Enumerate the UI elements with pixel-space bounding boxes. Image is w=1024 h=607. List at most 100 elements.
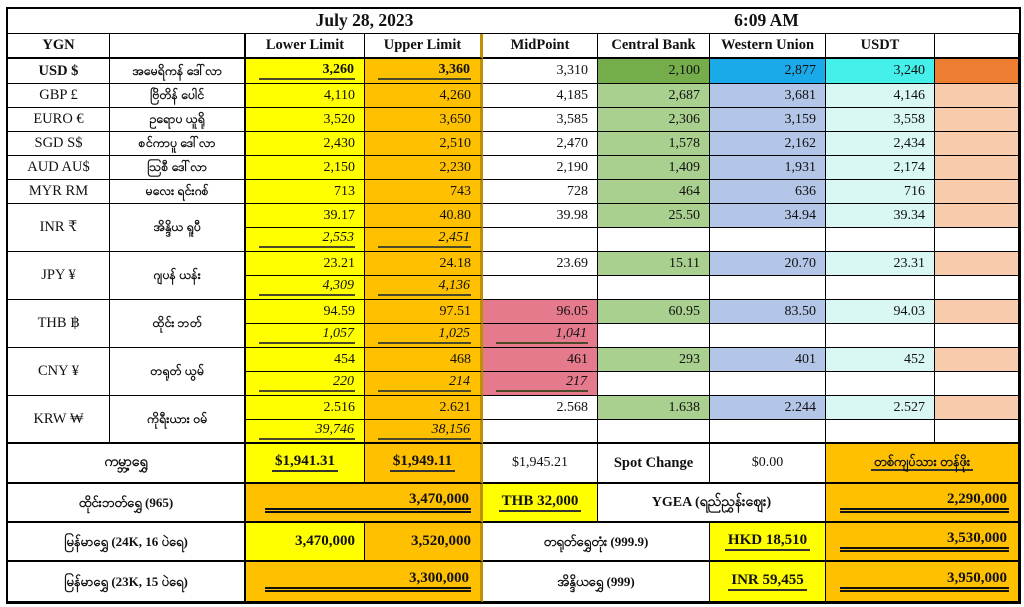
world-gold-upper: $1,949.11 <box>365 444 483 484</box>
name-header <box>110 34 246 59</box>
blank-cell <box>826 228 935 252</box>
india-gold-kyat: 3,950,000 <box>826 562 1019 602</box>
lower-limit-value: 454 <box>246 348 365 372</box>
title-spacer <box>935 9 1019 34</box>
blank-cell <box>710 372 826 396</box>
spacer-cell <box>935 252 1019 276</box>
blank-cell <box>826 372 935 396</box>
currency-name: တရုတ် ယွမ် <box>110 348 246 396</box>
currency-name: ထိုင်း ဘတ် <box>110 300 246 348</box>
midpoint-alt-value <box>483 276 598 300</box>
lower-limit-alt-value: 39,746 <box>246 420 365 444</box>
western-union-value: 83.50 <box>710 300 826 324</box>
currency-code: KRW ₩ <box>8 396 110 444</box>
spot-change-label: Spot Change <box>598 444 710 484</box>
usdt-value: 3,558 <box>826 108 935 132</box>
midpoint-value: 96.05 <box>483 300 598 324</box>
upper-limit-value: 743 <box>365 180 483 204</box>
col-header-western-union: Western Union <box>710 34 826 59</box>
mm-gold-23k-label: မြန်မာရွှေ (23K, 15 ပဲရေ) <box>8 562 246 602</box>
spacer-cell <box>935 204 1019 228</box>
upper-limit-value: 97.51 <box>365 300 483 324</box>
blank-cell <box>935 324 1019 348</box>
world-gold-lower: $1,941.31 <box>246 444 365 484</box>
blank-cell <box>598 276 710 300</box>
lower-limit-value: 3,260 <box>246 59 365 84</box>
spot-change-value: $0.00 <box>710 444 826 484</box>
currency-code: EURO € <box>8 108 110 132</box>
usdt-value: 452 <box>826 348 935 372</box>
currency-name: စင်ကာပူ ဒေါ်လာ <box>110 132 246 156</box>
midpoint-value: 23.69 <box>483 252 598 276</box>
blank-cell <box>710 276 826 300</box>
china-gold-label: တရုတ်ရွှေတုံး (999.9) <box>483 523 710 562</box>
lower-limit-value: 23.21 <box>246 252 365 276</box>
india-gold-inr: INR 59,455 <box>710 562 826 602</box>
currency-name: မလေး ရင်းဂစ် <box>110 180 246 204</box>
col-header-upper-limit: Upper Limit <box>365 34 483 59</box>
upper-limit-value: 3,650 <box>365 108 483 132</box>
usdt-value: 716 <box>826 180 935 204</box>
india-gold-label: အိန္ဒိယရွှေ (999) <box>483 562 710 602</box>
currency-code: GBP £ <box>8 84 110 108</box>
china-gold-hkd: HKD 18,510 <box>710 523 826 562</box>
col-header-lower-limit: Lower Limit <box>246 34 365 59</box>
blank-cell <box>935 276 1019 300</box>
upper-limit-value: 2,230 <box>365 156 483 180</box>
mm-gold-24k-label: မြန်မာရွှေ (24K, 16 ပဲရေ) <box>8 523 246 562</box>
upper-limit-alt-value: 2,451 <box>365 228 483 252</box>
usdt-value: 3,240 <box>826 59 935 84</box>
western-union-value: 401 <box>710 348 826 372</box>
midpoint-value: 4,185 <box>483 84 598 108</box>
midpoint-value: 461 <box>483 348 598 372</box>
spacer-cell <box>935 300 1019 324</box>
blank-cell <box>598 228 710 252</box>
currency-name: ဥရောပ ယူရို <box>110 108 246 132</box>
blank-cell <box>710 324 826 348</box>
ygea-label: YGEA (ရည်ညွှန်းဈေး) <box>598 484 826 523</box>
upper-limit-value: 4,260 <box>365 84 483 108</box>
blank-cell <box>598 420 710 444</box>
blank-cell <box>826 324 935 348</box>
central-bank-value: 60.95 <box>598 300 710 324</box>
currency-name: အိန္ဒိယ ရူပီ <box>110 204 246 252</box>
central-bank-value: 293 <box>598 348 710 372</box>
upper-limit-alt-value: 1,025 <box>365 324 483 348</box>
title-spacer <box>483 9 598 34</box>
western-union-value: 636 <box>710 180 826 204</box>
currency-name: သြစီ ဒေါ်လာ <box>110 156 246 180</box>
city-header: YGN <box>8 34 110 59</box>
upper-limit-alt-value: 214 <box>365 372 483 396</box>
col-header-midpoint: MidPoint <box>483 34 598 59</box>
currency-name: အမေရိကန် ဒေါ်လာ <box>110 59 246 84</box>
midpoint-value: 3,310 <box>483 59 598 84</box>
central-bank-value: 1,578 <box>598 132 710 156</box>
usdt-value: 2.527 <box>826 396 935 420</box>
central-bank-value: 2,306 <box>598 108 710 132</box>
blank-cell <box>598 324 710 348</box>
blank-cell <box>710 420 826 444</box>
western-union-value: 3,159 <box>710 108 826 132</box>
blank-cell <box>826 276 935 300</box>
spacer-cell <box>935 132 1019 156</box>
spacer-cell <box>935 180 1019 204</box>
currency-code: JPY ¥ <box>8 252 110 300</box>
spacer-cell <box>935 59 1019 84</box>
currency-code: AUD AU$ <box>8 156 110 180</box>
central-bank-value: 1,409 <box>598 156 710 180</box>
upper-limit-value: 3,360 <box>365 59 483 84</box>
midpoint-value: 39.98 <box>483 204 598 228</box>
central-bank-value: 15.11 <box>598 252 710 276</box>
midpoint-value: 3,585 <box>483 108 598 132</box>
currency-name: ဂျပန် ယန်း <box>110 252 246 300</box>
central-bank-value: 2,687 <box>598 84 710 108</box>
lower-limit-value: 2,430 <box>246 132 365 156</box>
western-union-value: 2,877 <box>710 59 826 84</box>
midpoint-alt-value: 217 <box>483 372 598 396</box>
thai-gold-label: ထိုင်းဘတ်ရွှေ (965) <box>8 484 246 523</box>
upper-limit-alt-value: 4,136 <box>365 276 483 300</box>
midpoint-value: 2,190 <box>483 156 598 180</box>
lower-limit-alt-value: 4,309 <box>246 276 365 300</box>
currency-code: INR ₹ <box>8 204 110 252</box>
